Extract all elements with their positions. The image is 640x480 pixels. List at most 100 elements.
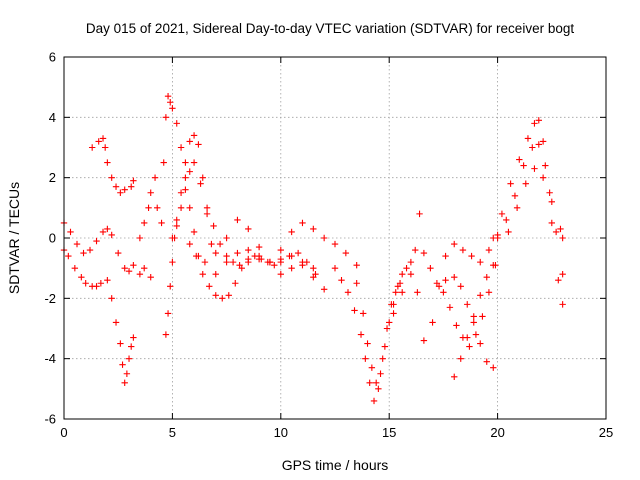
- data-point: [186, 204, 193, 212]
- series-arc-4: [136, 93, 202, 260]
- data-point: [357, 331, 365, 338]
- data-point: [479, 313, 486, 320]
- data-point: [483, 358, 490, 365]
- data-point: [104, 159, 111, 166]
- data-point: [223, 252, 230, 260]
- data-point: [101, 144, 109, 151]
- y-tick-label: 0: [49, 231, 56, 246]
- data-point: [320, 234, 328, 242]
- data-point: [338, 277, 345, 284]
- data-point: [342, 249, 350, 257]
- y-tick-label: 2: [49, 170, 56, 185]
- data-point: [65, 252, 72, 260]
- data-point: [386, 319, 393, 326]
- series-arc-16: [490, 117, 566, 278]
- data-points: [60, 93, 566, 405]
- data-point: [464, 301, 471, 308]
- data-point: [67, 228, 74, 236]
- data-point: [299, 258, 306, 266]
- series-arc-10: [331, 264, 404, 405]
- data-point: [255, 243, 263, 251]
- data-point: [294, 249, 302, 257]
- data-point: [112, 183, 120, 190]
- data-point: [167, 99, 174, 106]
- data-point: [245, 246, 252, 254]
- data-point: [164, 93, 172, 100]
- data-point: [271, 261, 278, 269]
- data-point: [299, 219, 306, 227]
- data-point: [412, 246, 419, 254]
- series-arc-17: [494, 141, 566, 308]
- data-point: [277, 246, 284, 254]
- data-point: [394, 283, 402, 290]
- y-axis-label: SDTVAR / TECUs: [6, 182, 22, 294]
- data-point: [320, 286, 328, 293]
- data-point: [128, 183, 135, 190]
- data-point: [190, 132, 198, 139]
- data-point: [238, 264, 245, 272]
- data-point: [516, 156, 523, 163]
- data-point: [310, 264, 317, 272]
- y-tick-label: 6: [49, 50, 56, 65]
- data-point: [559, 301, 566, 308]
- data-point: [483, 274, 490, 281]
- data-point: [420, 337, 428, 344]
- data-point: [119, 361, 126, 368]
- data-point: [164, 310, 172, 317]
- y-tick-label: -2: [44, 291, 56, 306]
- data-point: [210, 222, 217, 230]
- data-point: [177, 204, 185, 212]
- data-point: [524, 135, 532, 142]
- data-point: [490, 261, 497, 269]
- data-point: [173, 216, 180, 224]
- gridlines: [64, 57, 606, 419]
- data-point: [169, 234, 176, 242]
- data-point: [193, 252, 200, 260]
- data-point: [212, 249, 219, 257]
- data-point: [93, 283, 100, 290]
- data-point: [108, 295, 115, 302]
- data-point: [451, 240, 458, 248]
- data-point: [160, 159, 167, 166]
- data-point: [485, 289, 493, 296]
- data-point: [511, 192, 519, 199]
- x-tick-label: 25: [599, 425, 613, 440]
- data-point: [359, 310, 367, 317]
- data-point: [470, 313, 477, 320]
- data-point: [485, 246, 493, 254]
- data-point: [459, 246, 467, 254]
- data-point: [535, 141, 542, 148]
- data-point: [95, 138, 102, 145]
- data-point: [477, 292, 484, 299]
- data-point: [539, 174, 547, 181]
- data-point: [145, 204, 152, 212]
- x-axis-label: GPS time / hours: [282, 457, 389, 473]
- data-point: [288, 228, 295, 236]
- data-point: [442, 252, 449, 260]
- data-point: [539, 138, 547, 145]
- data-point: [173, 120, 180, 127]
- data-point: [128, 343, 135, 350]
- data-point: [125, 355, 133, 362]
- x-tick-label: 20: [490, 425, 504, 440]
- data-point: [197, 180, 204, 187]
- data-point: [182, 159, 189, 166]
- data-point: [331, 240, 339, 248]
- data-point: [169, 105, 176, 112]
- data-point: [466, 343, 473, 350]
- data-point: [117, 189, 124, 196]
- data-point: [216, 240, 224, 248]
- data-point: [507, 180, 514, 187]
- data-point: [223, 234, 230, 242]
- data-point: [125, 267, 133, 275]
- data-point: [245, 225, 252, 233]
- data-point: [206, 283, 213, 290]
- data-point: [130, 261, 137, 269]
- y-tick-label: -4: [44, 351, 56, 366]
- data-point: [353, 261, 360, 269]
- x-tick-label: 15: [382, 425, 396, 440]
- series-arc-14: [440, 261, 499, 350]
- data-point: [286, 252, 293, 260]
- data-point: [477, 340, 484, 347]
